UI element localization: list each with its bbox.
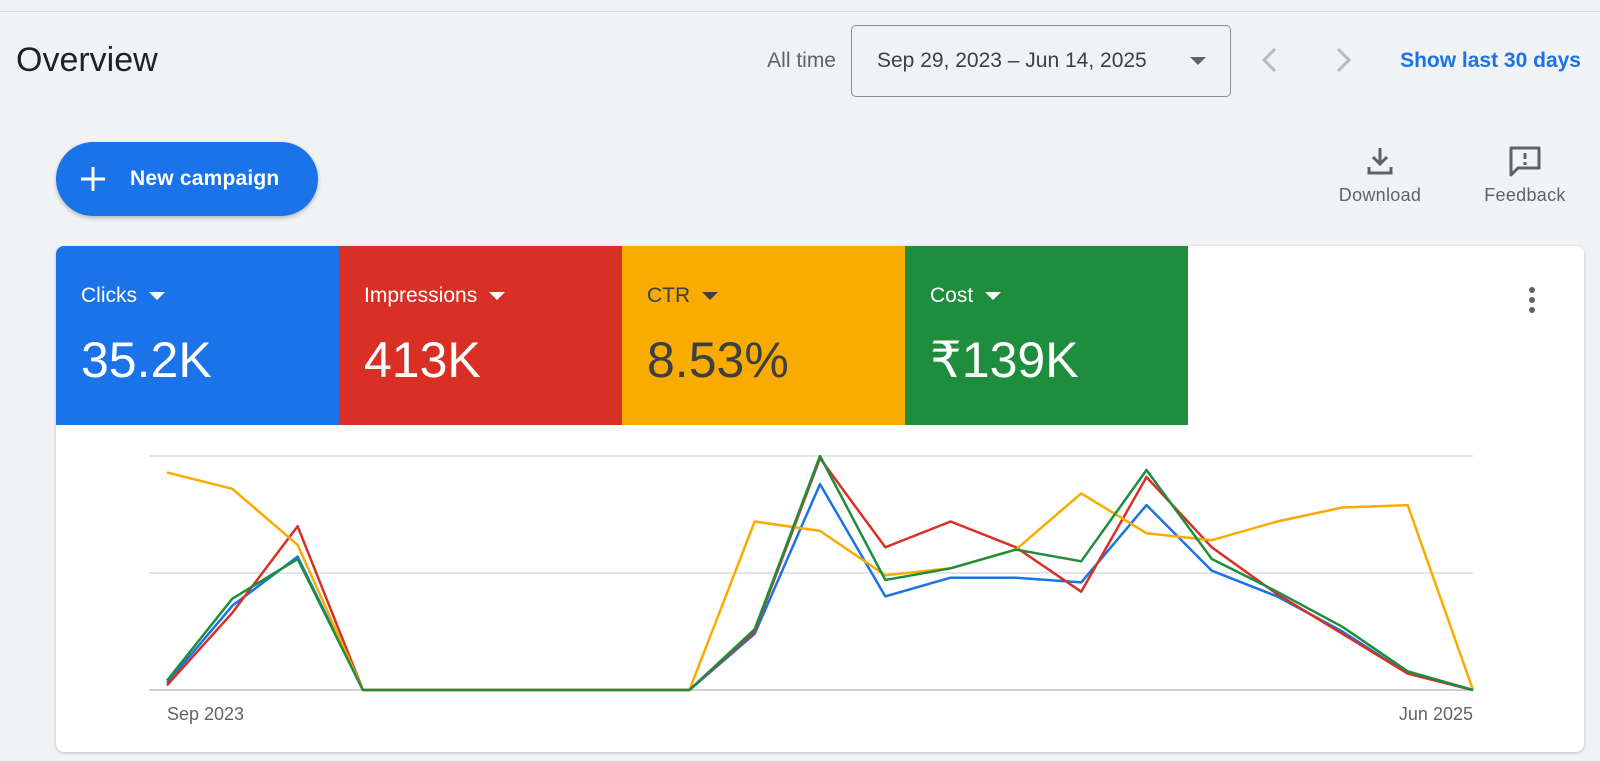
top-divider bbox=[0, 11, 1600, 12]
metric-header[interactable]: Clicks bbox=[81, 284, 165, 308]
new-campaign-label: New campaign bbox=[130, 167, 280, 190]
all-time-label: All time bbox=[767, 49, 836, 72]
metric-card-impressions[interactable]: Impressions 413K bbox=[339, 246, 622, 425]
more-vert-icon-dot bbox=[1529, 307, 1535, 313]
metric-value-clicks: 35.2K bbox=[81, 332, 212, 388]
more-vert-icon bbox=[1529, 287, 1535, 293]
metric-label-cost: Cost bbox=[930, 284, 974, 307]
plus-icon bbox=[81, 167, 105, 191]
metric-label-clicks: Clicks bbox=[81, 284, 137, 307]
feedback-icon bbox=[1509, 146, 1541, 177]
date-range-selector[interactable]: Sep 29, 2023 – Jun 14, 2025 bbox=[851, 25, 1231, 97]
arrow-drop-down-icon bbox=[149, 292, 165, 300]
series-line-1 bbox=[166, 457, 1474, 692]
next-period-button[interactable] bbox=[1323, 40, 1363, 80]
more-vert-icon-dot bbox=[1529, 297, 1535, 303]
metric-card-clicks[interactable]: Clicks 35.2K bbox=[56, 246, 339, 425]
more-options-button[interactable] bbox=[1518, 282, 1546, 318]
arrow-drop-down-icon bbox=[489, 292, 506, 300]
show-last-30-days-link[interactable]: Show last 30 days bbox=[1400, 49, 1581, 72]
performance-line-chart: Sep 2023 Jun 2025 bbox=[149, 454, 1475, 724]
series-line-3 bbox=[166, 454, 1474, 692]
series-line-2 bbox=[166, 471, 1475, 692]
date-range-value: Sep 29, 2023 – Jun 14, 2025 bbox=[877, 49, 1147, 72]
metric-header[interactable]: CTR bbox=[647, 284, 719, 308]
chevron-left-icon bbox=[1261, 47, 1277, 73]
metric-header[interactable]: Impressions bbox=[364, 284, 506, 308]
metric-value-impressions: 413K bbox=[364, 332, 481, 388]
metric-label-impressions: Impressions bbox=[364, 284, 478, 307]
metric-card-cost[interactable]: Cost ₹139K bbox=[905, 246, 1188, 425]
feedback-button[interactable]: Feedback bbox=[1475, 145, 1575, 206]
x-axis-start-label: Sep 2023 bbox=[167, 704, 244, 724]
arrow-drop-down-icon bbox=[985, 292, 1002, 300]
arrow-drop-down-icon bbox=[702, 292, 719, 300]
metric-label-ctr: CTR bbox=[647, 284, 691, 307]
page-title: Overview bbox=[16, 41, 158, 79]
metric-header[interactable]: Cost bbox=[930, 284, 1002, 308]
metric-card-ctr[interactable]: CTR 8.53% bbox=[622, 246, 905, 425]
download-button[interactable]: Download bbox=[1330, 145, 1430, 206]
metric-value-ctr: 8.53% bbox=[647, 332, 789, 388]
chart-series bbox=[166, 454, 1475, 692]
download-label: Download bbox=[1338, 185, 1422, 205]
arrow-drop-down-icon bbox=[1190, 57, 1206, 65]
series-line-0 bbox=[166, 482, 1474, 692]
download-icon bbox=[1367, 148, 1393, 175]
new-campaign-button[interactable]: New campaign bbox=[56, 142, 318, 216]
chevron-right-icon bbox=[1336, 47, 1352, 73]
previous-period-button[interactable] bbox=[1250, 40, 1290, 80]
performance-card: Clicks 35.2K Impressions 413K CTR 8.53% … bbox=[56, 246, 1584, 752]
feedback-label: Feedback bbox=[1484, 185, 1566, 205]
metric-value-cost: ₹139K bbox=[930, 332, 1079, 388]
x-axis-end-label: Jun 2025 bbox=[1399, 704, 1473, 724]
